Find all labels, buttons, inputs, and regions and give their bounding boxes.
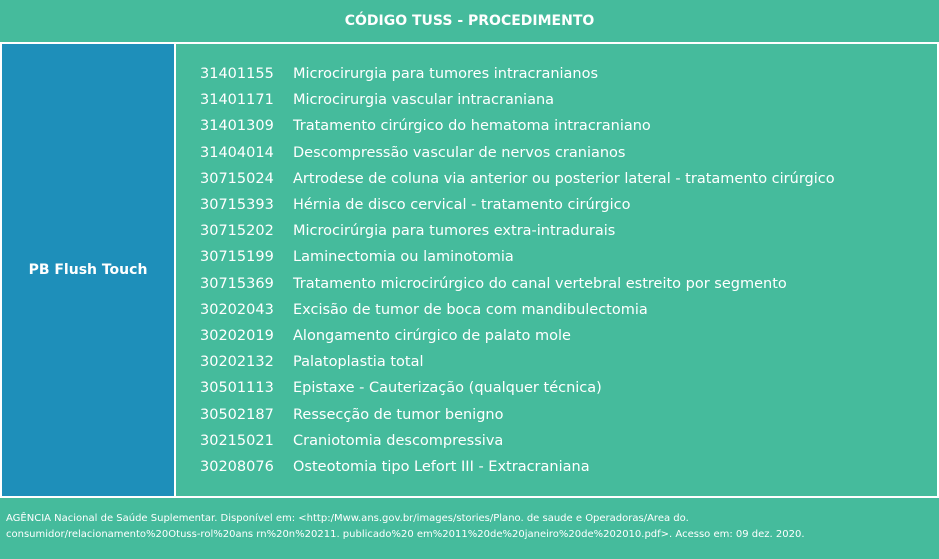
procedure: Tratamento microcirúrgico do canal verte… — [293, 275, 787, 292]
tuss-code: 31401309 — [200, 118, 274, 135]
tuss-code: 30208076 — [200, 459, 274, 475]
tuss-code: 31401171 — [200, 92, 274, 109]
table-row: 30715199 Laminectomia ou laminotomia — [200, 249, 514, 265]
procedure: Excisão de tumor de boca com mandibulect… — [293, 301, 648, 318]
tuss-code: 30715202 — [200, 223, 274, 240]
header-title: CÓDIGO TUSS - PROCEDIMENTO — [0, 0, 939, 42]
table-row: 30208076 Osteotomia tipo Lefort III - Ext… — [200, 459, 590, 475]
table-row: 30202132 Palatoplastia total — [200, 354, 424, 370]
row-label: PB Flush Touch — [2, 44, 174, 496]
table-row: 30202043 Excisão de tumor de boca com man… — [200, 302, 648, 318]
procedure: Craniotomia descompressiva — [293, 432, 504, 449]
tuss-code: 30202019 — [200, 328, 274, 344]
tuss-code: 31404014 — [200, 144, 274, 161]
table-row: 30501113 Epistaxe - Cauterização (qualque… — [200, 380, 602, 396]
source-line: consumidor/relacionamento%20Otuss-rol%20… — [6, 529, 805, 540]
procedure: Microcirurgia para tumores intracraniano… — [293, 66, 599, 82]
procedure: Osteotomia tipo Lefort III - Extracrania… — [293, 459, 590, 475]
table-row: 30715202 Microcirúrgia para tumores extra… — [200, 223, 615, 239]
table-row: 31401155 Microcirurgia para tumores intra… — [200, 66, 598, 82]
tuss-code: 30715024 — [200, 170, 274, 187]
procedure: Epistaxe - Cauterização (qualquer técnic… — [293, 380, 602, 397]
procedure: Artrodese de coluna via anterior ou post… — [293, 170, 835, 187]
table-row: 31404014 Descompressão vascular de nervos… — [200, 145, 625, 161]
table-row: 30502187 Ressecção de tumor benigno — [200, 407, 503, 423]
procedure: Laminectomia ou laminotomia — [293, 249, 514, 266]
procedure: Palatoplastia total — [293, 354, 424, 371]
tuss-code: 31401155 — [200, 66, 274, 82]
tuss-code: 30715393 — [200, 197, 274, 213]
tuss-code: 30501113 — [200, 380, 274, 397]
tuss-code: 30215021 — [200, 432, 274, 449]
tuss-code: 30715199 — [200, 249, 274, 266]
table-row: 31401309 Tratamento cirúrgico do hematoma… — [200, 118, 651, 134]
tuss-code: 30202043 — [200, 301, 274, 318]
table-row: 30202019 Alongamento cirúrgico de palato … — [200, 328, 571, 344]
table-row: 30715393 Hérnia de disco cervical - trata… — [200, 197, 630, 213]
table-row: 30715024 Artrodese de coluna via anterior… — [200, 171, 835, 187]
procedure: Descompressão vascular de nervos cranian… — [293, 144, 626, 161]
tuss-code: 30715369 — [200, 275, 274, 292]
procedure: Microcirúrgia para tumores extra-intradu… — [293, 223, 616, 240]
table-row: 30215021 Craniotomia descompressiva — [200, 433, 503, 449]
footer: AGÊNCIA Nacional de Saúde Suplementar. D… — [0, 498, 939, 559]
tuss-code: 30202132 — [200, 354, 274, 371]
tuss-code: 30502187 — [200, 406, 274, 423]
procedure: Alongamento cirúrgico de palato mole — [293, 328, 571, 344]
table-row: 30715369 Tratamento microcirúrgico do can… — [200, 276, 787, 292]
procedure: Tratamento cirúrgico do hematoma intracr… — [293, 118, 651, 135]
table-row: 31401171 Microcirurgia vascular intracran… — [200, 92, 554, 108]
procedure: Microcirurgia vascular intracraniana — [293, 92, 555, 109]
procedure: Ressecção de tumor benigno — [293, 406, 504, 423]
source-line: AGÊNCIA Nacional de Saúde Suplementar. D… — [6, 513, 689, 524]
procedure: Hérnia de disco cervical - tratamento ci… — [293, 197, 631, 213]
table-body: 31401155 Microcirurgia para tumores intra… — [176, 44, 937, 496]
